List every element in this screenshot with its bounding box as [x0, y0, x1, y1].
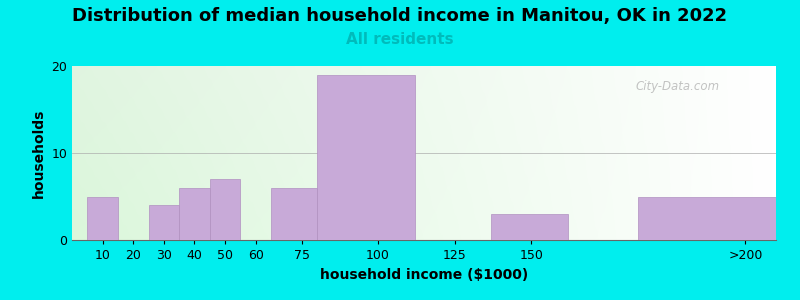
Y-axis label: households: households [32, 108, 46, 198]
Bar [271, 188, 317, 240]
Bar [149, 205, 179, 240]
Bar [179, 188, 210, 240]
Text: All residents: All residents [346, 32, 454, 46]
Bar [491, 214, 568, 240]
Bar [317, 75, 415, 240]
X-axis label: household income ($1000): household income ($1000) [320, 268, 528, 282]
Text: City-Data.com: City-Data.com [635, 80, 719, 93]
Text: Distribution of median household income in Manitou, OK in 2022: Distribution of median household income … [73, 8, 727, 26]
Bar [87, 196, 118, 240]
Bar [638, 196, 776, 240]
Bar [210, 179, 240, 240]
